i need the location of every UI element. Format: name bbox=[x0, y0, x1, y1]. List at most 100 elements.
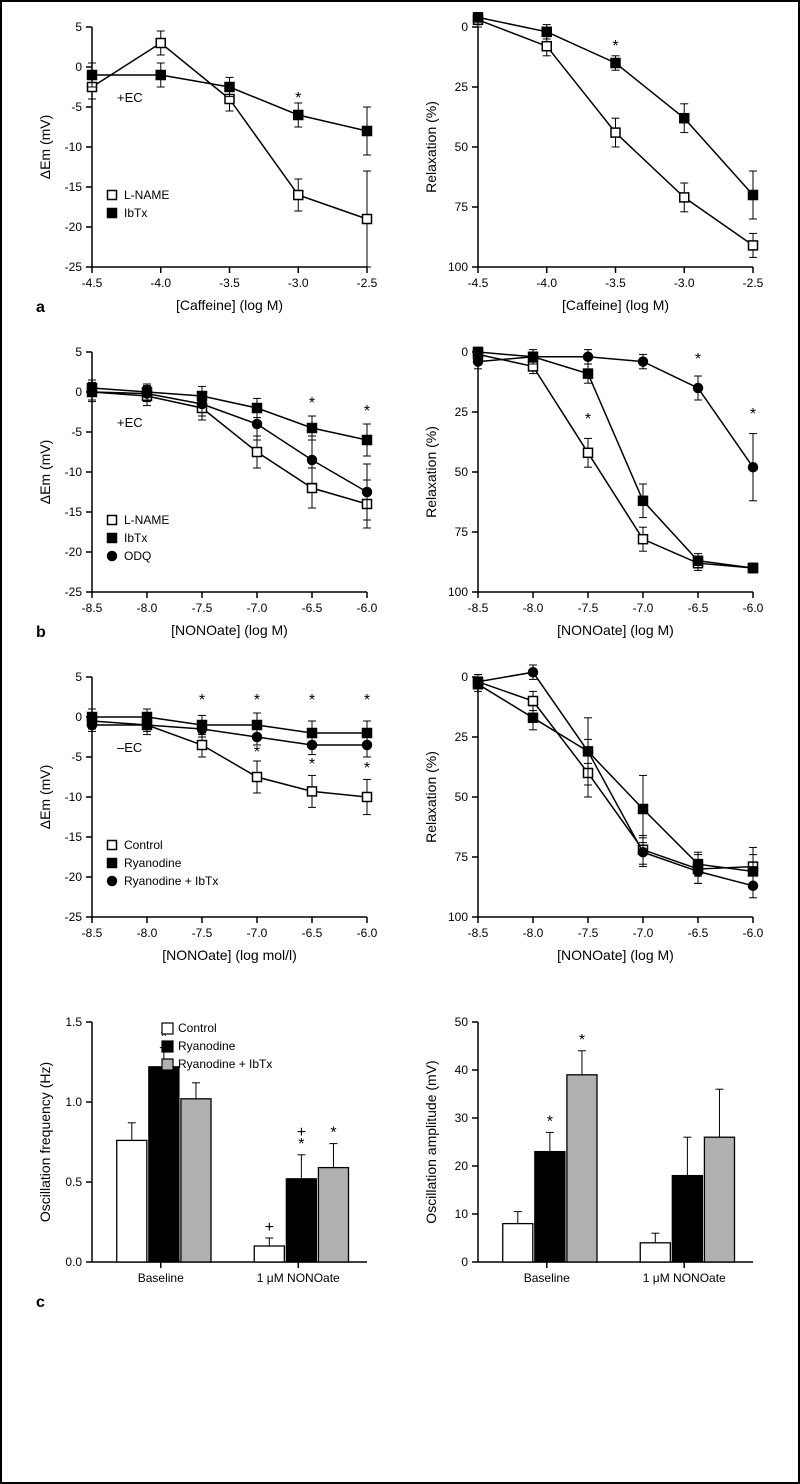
svg-text:L-NAME: L-NAME bbox=[124, 188, 169, 202]
figure-container: -4.5 -4.0 -3.5 -3.0 -2.5 -25 -20 -15 -10 -5 0 5 [Caf… bbox=[0, 0, 800, 1484]
svg-text:ΔEm (mV): ΔEm (mV) bbox=[37, 115, 53, 180]
svg-text:-4.5: -4.5 bbox=[82, 276, 103, 290]
svg-text:-2.5: -2.5 bbox=[743, 276, 764, 290]
svg-text:5: 5 bbox=[75, 670, 82, 684]
svg-text:*: * bbox=[295, 90, 301, 107]
svg-text:0: 0 bbox=[461, 670, 468, 684]
svg-text:Oscillation frequency (Hz): Oscillation frequency (Hz) bbox=[37, 1062, 53, 1222]
svg-text:-5: -5 bbox=[71, 750, 82, 764]
svg-text:-6.5: -6.5 bbox=[302, 601, 323, 615]
svg-text:[Caffeine] (log M): [Caffeine] (log M) bbox=[176, 297, 283, 313]
svg-text:-20: -20 bbox=[65, 545, 83, 559]
svg-text:ΔEm (mV): ΔEm (mV) bbox=[37, 765, 53, 830]
svg-text:-8.5: -8.5 bbox=[82, 601, 103, 615]
svg-text:100: 100 bbox=[448, 585, 468, 599]
panel-a-left: -4.5-4.0-3.5-3.0-2.5-25-20-15-10-505[Caf… bbox=[32, 12, 382, 327]
svg-text:-3.5: -3.5 bbox=[605, 276, 626, 290]
svg-text:*: * bbox=[254, 744, 260, 761]
svg-text:40: 40 bbox=[455, 1063, 469, 1077]
svg-text:-8.0: -8.0 bbox=[137, 601, 158, 615]
svg-text:-25: -25 bbox=[65, 910, 83, 924]
svg-text:Baseline: Baseline bbox=[138, 1271, 184, 1285]
svg-text:-8.5: -8.5 bbox=[468, 926, 489, 940]
svg-text:100: 100 bbox=[448, 910, 468, 924]
svg-text:50: 50 bbox=[455, 140, 469, 154]
svg-text:25: 25 bbox=[455, 405, 469, 419]
svg-text:[Caffeine] (log M): [Caffeine] (log M) bbox=[562, 297, 669, 313]
panel-c-top-left: -8.5-8.0-7.5-7.0-6.5-6.0-25-20-15-10-505… bbox=[32, 662, 382, 977]
panel-c-top-right: -8.5-8.0-7.5-7.0-6.5-6.00255075100[NONOa… bbox=[418, 662, 768, 977]
svg-text:–EC: –EC bbox=[117, 740, 142, 755]
svg-text:50: 50 bbox=[455, 790, 469, 804]
svg-text:-6.0: -6.0 bbox=[743, 926, 764, 940]
svg-text:-3.0: -3.0 bbox=[288, 276, 309, 290]
svg-text:*: * bbox=[612, 38, 618, 55]
panel-a-row: -4.5-4.0-3.5-3.0-2.5-25-20-15-10-505[Caf… bbox=[2, 2, 798, 327]
svg-text:50: 50 bbox=[455, 465, 469, 479]
svg-text:*: * bbox=[309, 692, 315, 709]
svg-text:1.0: 1.0 bbox=[65, 1095, 82, 1109]
svg-text:-5: -5 bbox=[71, 100, 82, 114]
svg-text:-7.0: -7.0 bbox=[633, 601, 654, 615]
panel-b-right: -8.5-8.0-7.5-7.0-6.5-6.00255075100[NONOa… bbox=[418, 337, 768, 652]
svg-text:*: * bbox=[364, 692, 370, 709]
svg-text:Relaxation (%): Relaxation (%) bbox=[423, 426, 439, 518]
svg-text:-7.0: -7.0 bbox=[247, 601, 268, 615]
svg-text:-7.5: -7.5 bbox=[578, 926, 599, 940]
svg-text:+EC: +EC bbox=[117, 415, 143, 430]
svg-text:*: * bbox=[364, 403, 370, 420]
svg-text:75: 75 bbox=[455, 200, 469, 214]
svg-text:Baseline: Baseline bbox=[524, 1271, 570, 1285]
panel-b-left: -8.5-8.0-7.5-7.0-6.5-6.0-25-20-15-10-505… bbox=[32, 337, 382, 652]
svg-text:*: * bbox=[579, 1032, 585, 1049]
svg-text:-6.0: -6.0 bbox=[743, 601, 764, 615]
svg-text:Ryanodine: Ryanodine bbox=[178, 1039, 236, 1053]
svg-text:-3.0: -3.0 bbox=[674, 276, 695, 290]
svg-text:-7.0: -7.0 bbox=[633, 926, 654, 940]
svg-text:-8.5: -8.5 bbox=[468, 601, 489, 615]
svg-text:Relaxation (%): Relaxation (%) bbox=[423, 751, 439, 843]
svg-text:-15: -15 bbox=[65, 830, 83, 844]
svg-text:ΔEm (mV): ΔEm (mV) bbox=[37, 440, 53, 505]
svg-text:-20: -20 bbox=[65, 220, 83, 234]
svg-text:-15: -15 bbox=[65, 180, 83, 194]
svg-text:50: 50 bbox=[455, 1015, 469, 1029]
svg-text:-25: -25 bbox=[65, 260, 83, 274]
svg-text:0: 0 bbox=[75, 60, 82, 74]
svg-text:-7.5: -7.5 bbox=[192, 926, 213, 940]
svg-text:Control: Control bbox=[178, 1021, 217, 1035]
svg-text:25: 25 bbox=[455, 730, 469, 744]
svg-text:-6.0: -6.0 bbox=[357, 926, 378, 940]
svg-text:0: 0 bbox=[461, 20, 468, 34]
svg-text:[NONOate] (log mol/l): [NONOate] (log mol/l) bbox=[162, 947, 297, 963]
panel-c-bottom-left: 0.00.51.01.5Oscillation frequency (Hz)*B… bbox=[32, 1007, 382, 1322]
svg-text:-6.0: -6.0 bbox=[357, 601, 378, 615]
svg-text:*: * bbox=[695, 351, 701, 368]
svg-text:-2.5: -2.5 bbox=[357, 276, 378, 290]
svg-text:-15: -15 bbox=[65, 505, 83, 519]
svg-text:5: 5 bbox=[75, 345, 82, 359]
svg-text:Relaxation (%): Relaxation (%) bbox=[423, 101, 439, 193]
svg-text:0: 0 bbox=[461, 1255, 468, 1269]
svg-text:30: 30 bbox=[455, 1111, 469, 1125]
svg-text:1 μM NONOate: 1 μM NONOate bbox=[257, 1271, 340, 1285]
svg-text:[NONOate] (log M): [NONOate] (log M) bbox=[557, 622, 674, 638]
svg-text:-8.0: -8.0 bbox=[137, 926, 158, 940]
panel-a-right: -4.5-4.0-3.5-3.0-2.50255075100[Caffeine]… bbox=[418, 12, 768, 327]
svg-text:IbTx: IbTx bbox=[124, 206, 147, 220]
svg-text:-4.0: -4.0 bbox=[536, 276, 557, 290]
svg-text:*: * bbox=[547, 1113, 553, 1130]
svg-text:+EC: +EC bbox=[117, 90, 143, 105]
panel-c-top-row: -8.5-8.0-7.5-7.0-6.5-6.0-25-20-15-10-505… bbox=[2, 652, 798, 977]
svg-text:*: * bbox=[309, 756, 315, 773]
svg-text:-4.5: -4.5 bbox=[468, 276, 489, 290]
svg-text:*: * bbox=[330, 1125, 336, 1142]
svg-text:Oscillation amplitude (mV): Oscillation amplitude (mV) bbox=[423, 1060, 439, 1223]
svg-text:Control: Control bbox=[124, 838, 163, 852]
svg-text:0.5: 0.5 bbox=[65, 1175, 82, 1189]
svg-text:-5: -5 bbox=[71, 425, 82, 439]
svg-text:25: 25 bbox=[455, 80, 469, 94]
svg-text:-25: -25 bbox=[65, 585, 83, 599]
svg-text:75: 75 bbox=[455, 850, 469, 864]
svg-text:-10: -10 bbox=[65, 140, 83, 154]
